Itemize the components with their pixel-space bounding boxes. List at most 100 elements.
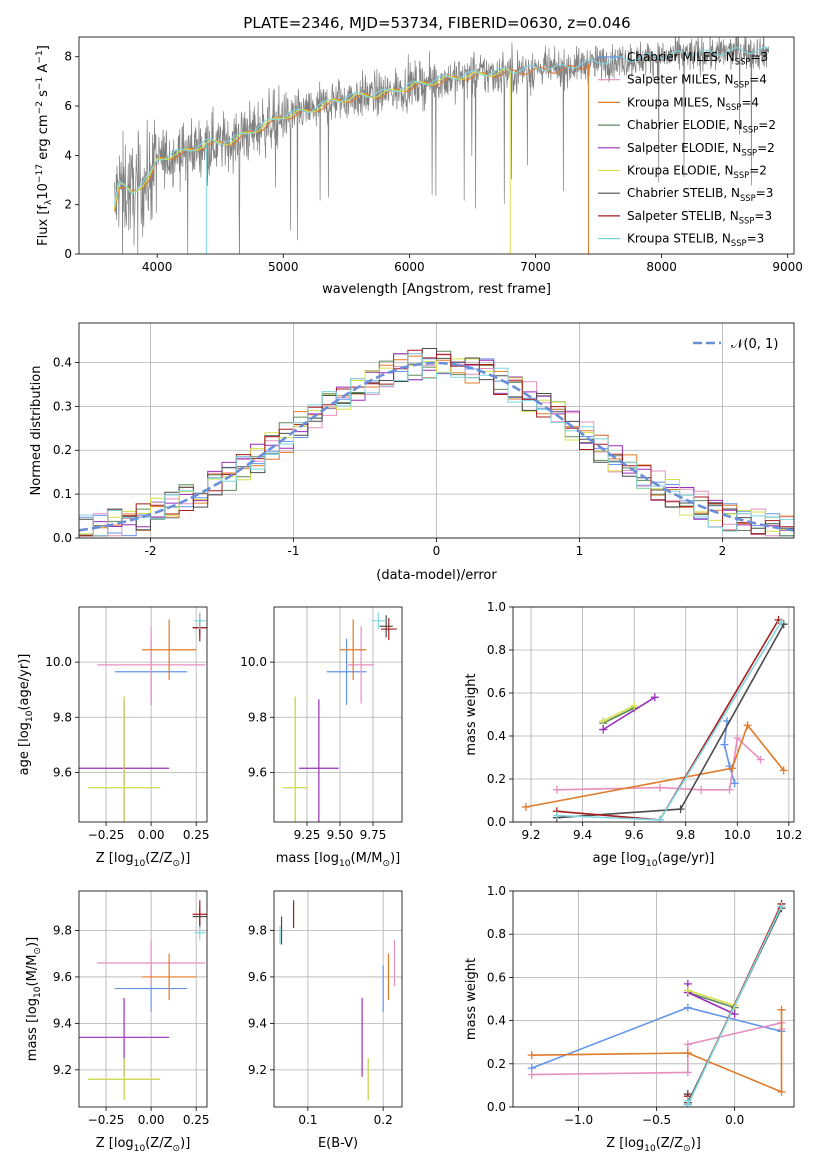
x-tick-label: 9.75 [360,828,387,842]
legend-entry: Salpeter MILES, NSSP​=4 [627,73,767,90]
x-tick-label: 0.2 [374,1113,393,1127]
spectrum-y-axis-label-part: 10 [36,183,51,200]
age-vs-Z-x-axis-label-part: 10 [134,859,146,869]
weight-vs-age-marker [720,740,729,749]
x-tick-label: -1 [288,544,300,558]
age-vs-Z-y-axis-label-part: 10 [25,710,35,722]
x-tick-label: 4000 [142,260,173,274]
y-tick-label: 6 [64,99,72,113]
axes-residuals: -2 -1 0 1 2 0.0 0.1 0.2 0.3 0.4 [53,322,795,558]
weight-vs-age-marker [777,618,786,627]
x-tick-label: 6000 [394,260,425,274]
x-tick-label: 5000 [268,260,299,274]
figure-title: PLATE=2346, MJD=53734, FIBERID=0630, z=0… [243,14,630,32]
plot-layer: 4000 5000 6000 7000 8000 9000 0 2 4 6 8 wavelength … [17,36,803,1154]
weight-vs-Z-marker [683,986,692,995]
y-tick-label: 0.1 [53,487,72,501]
legend-entry-part: SSP [743,125,759,135]
x-tick-label: 0.0 [725,1113,744,1127]
x-tick-label: −1.0 [564,1113,593,1127]
mass-vs-Z-y-axis-label-part: 10 [33,986,43,998]
x-tick-label: 9.8 [676,828,695,842]
axes-age-vs-mass: 9.25 9.50 9.75 9.6 9.8 10.0 [240,606,403,842]
y-tick-label: 10.0 [240,655,267,669]
y-tick-label: 0.4 [487,729,506,743]
y-tick-label: 0.2 [487,772,506,786]
legend-entry-part: =4 [749,73,767,87]
axes-weight-vs-age: 9.2 9.4 9.6 9.8 10.0 10.2 0.0 0.2 0.4 0.6 0.8 1.0 [487,600,802,842]
legend-entry-part: =3 [747,232,765,246]
weight-vs-Z-x-axis-label-part: ⊙ [683,1144,691,1154]
spectrum-y-axis-label-part: −2 [35,101,45,114]
weight-vs-age-marker [733,734,742,743]
weight-vs-age-x-axis-label-part: (age/yr)] [657,851,714,866]
axes-frame [78,606,208,823]
y-tick-label: 9.8 [53,923,72,937]
weight-vs-age-marker [630,701,639,710]
age-vs-mass-x-axis-label-part: )] [390,851,400,866]
y-tick-label: 9.2 [53,1063,72,1077]
y-tick-label: 0.2 [487,1057,506,1071]
axes-frame [273,890,403,1108]
spectrum-model-line [113,47,769,205]
weight-vs-age-series-line-2 [525,723,785,808]
legend-entry-part: =4 [741,95,759,109]
legend-entry-part: Chabrier ELODIE, N [627,118,743,132]
legend-entry-part: SSP [731,238,747,248]
weight-vs-Z-x-axis-label-part: Z [log [606,1136,644,1151]
normal-legend-label: 𝒩(0, 1) [731,337,778,352]
age-vs-mass-x-axis-label-part: mass [log [276,851,339,866]
x-tick-label: 8000 [646,260,677,274]
spectrum-y-axis-label-part: s [36,90,51,101]
mass-vs-Z-x-axis-label-part: Z [log [96,1136,134,1151]
y-tick-label: 0.6 [487,686,506,700]
weight-vs-Z-x-axis-label: Z [log10​(Z/Z⊙​)] [606,1136,701,1154]
y-tick-label: 0.8 [487,643,506,657]
legend-entry-part: =2 [758,118,776,132]
weight-vs-Z-x-axis-label-part: 10 [644,1144,656,1154]
y-tick-label: 4 [64,148,72,162]
weight-vs-age-series-line-4 [602,696,656,731]
age-vs-Z-y-axis-label-part: (age/yr)] [17,654,32,711]
y-tick-label: 9.8 [248,710,267,724]
x-tick-label: −0.25 [88,1113,125,1127]
weight-vs-Z-marker [683,1100,692,1107]
legend-entry-part: SSP [739,216,755,226]
weight-vs-Z-series-line-5 [687,989,735,1007]
age-vs-mass-x-axis-label-part: (M/M [351,851,383,866]
weight-vs-age-marker [655,815,664,822]
axes-frame [78,36,795,255]
x-tick-label: 9.6 [625,828,644,842]
spectrum-model-line [113,68,511,209]
weight-vs-age-marker [521,802,530,811]
y-tick-label: 0 [64,247,72,261]
legend-entry-part: Kroupa STELIB, N [627,232,731,246]
weight-vs-age-marker [655,783,664,792]
weight-vs-age-x-axis-label-part: age [log [593,851,646,866]
legend-entry: Kroupa ELODIE, NSSP​=2 [627,164,767,181]
axes-frame [273,606,403,823]
weight-vs-Z-marker [730,1010,739,1019]
y-tick-label: 8 [64,50,72,64]
axes-frame [512,606,795,823]
mass-vs-Z-x-axis-label: Z [log10​(Z/Z⊙​)] [96,1136,191,1154]
mass-vs-Z-x-axis-label-part: (Z/Z [145,1136,172,1151]
y-tick-label: 0.4 [487,1014,506,1028]
x-tick-label: 0.25 [183,828,210,842]
x-tick-label: 9.2 [521,828,540,842]
weight-vs-age-x-axis-label: age [log10​(age/yr)] [593,851,715,869]
legend-entry-part: Salpeter STELIB, N [627,209,739,223]
mass-vs-Z-y-axis-label: mass [log10​(M/M⊙​)] [25,937,43,1061]
legend-entry-part: Kroupa MILES, N [627,95,726,109]
weight-vs-age-marker [650,693,659,702]
y-tick-label: 1.0 [487,884,506,898]
weight-vs-Z-x-axis-label-part: )] [691,1136,701,1151]
x-tick-label: 0.00 [138,828,165,842]
y-tick-label: 0.0 [53,531,72,545]
spectrum-y-axis-label-part: λ [44,199,54,205]
x-tick-label: -2 [145,544,157,558]
axes-age-vs-Z: −0.25 0.00 0.25 9.6 9.8 10.0 [45,606,210,842]
y-tick-label: 9.4 [248,1016,267,1030]
